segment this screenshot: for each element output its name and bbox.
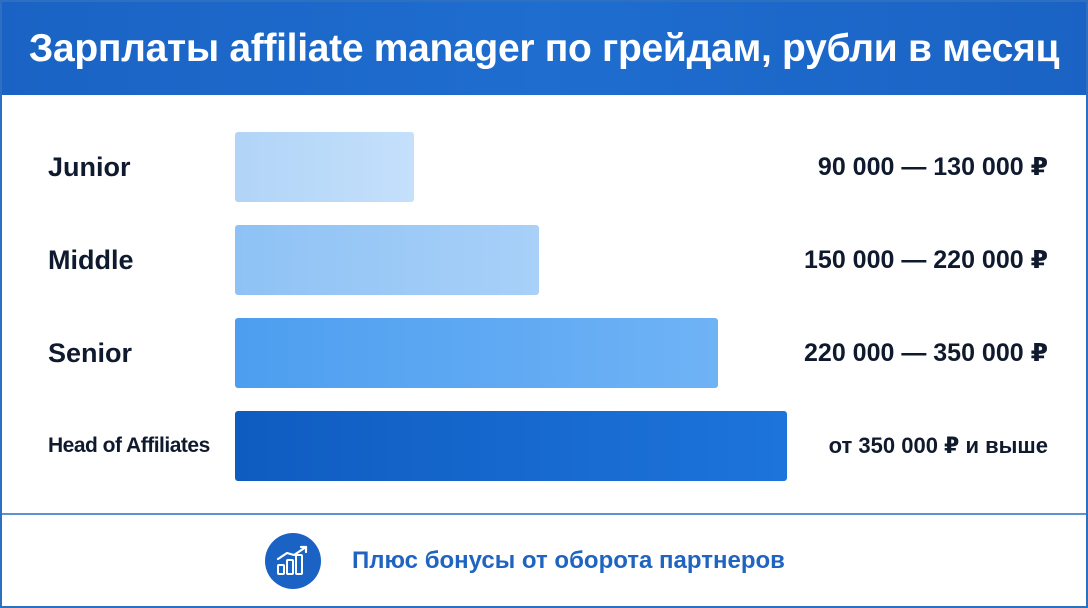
bar-row-junior: Junior 90 000 — 130 000 ₽ [2, 131, 1086, 203]
category-label: Middle [48, 244, 134, 275]
category-label: Senior [48, 337, 133, 368]
category-label: Junior [48, 151, 131, 182]
footer-note: Плюс бонусы от оборота партнеров [265, 533, 785, 589]
bar-middle [235, 225, 539, 295]
category-label: Head of Affiliates [48, 434, 210, 457]
footer-text: Плюс бонусы от оборота партнеров [352, 547, 785, 574]
bar-senior [235, 318, 718, 388]
bar-row-middle: Middle 150 000 — 220 000 ₽ [2, 224, 1086, 296]
bar-row-senior: Senior 220 000 — 350 000 ₽ [2, 317, 1086, 389]
bar-head-of-affiliates [235, 411, 787, 481]
salary-range-label: от 350 000 ₽ и выше [828, 433, 1048, 458]
salary-range-label: 90 000 — 130 000 ₽ [817, 153, 1048, 181]
growth-chart-icon-graphic [276, 545, 308, 575]
bar-row-head-of-affiliates: Head of Affiliates от 350 000 ₽ и выше [2, 410, 1086, 482]
growth-chart-icon [265, 533, 321, 589]
title-banner: Зарплаты affiliate manager по грейдам, р… [2, 2, 1086, 95]
chart-title: Зарплаты affiliate manager по грейдам, р… [28, 26, 1060, 70]
salary-range-label: 220 000 — 350 000 ₽ [804, 339, 1048, 367]
salary-range-label: 150 000 — 220 000 ₽ [804, 246, 1048, 274]
footer-divider [2, 513, 1086, 515]
bar-junior [235, 132, 414, 202]
